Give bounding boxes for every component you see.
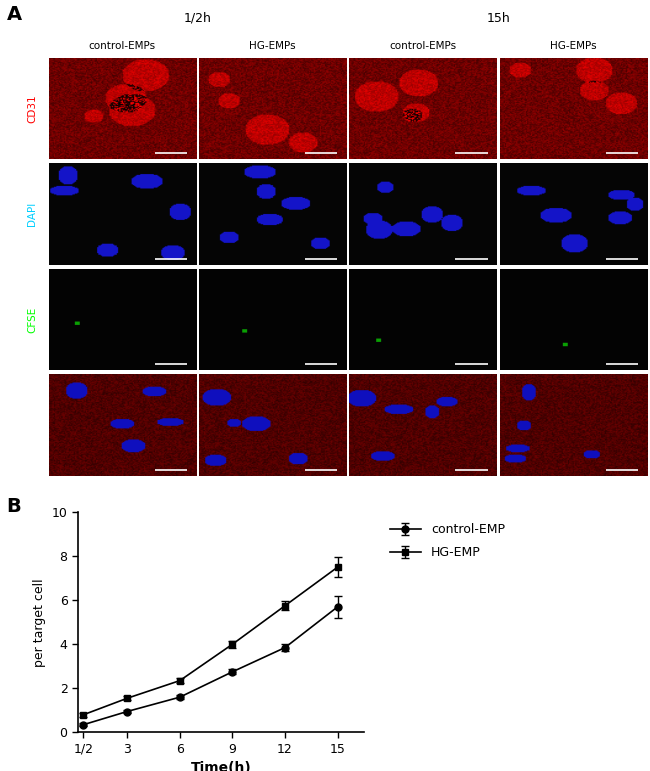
Text: 1/2h: 1/2h	[183, 12, 211, 25]
Text: CD31: CD31	[27, 94, 38, 123]
Text: A: A	[6, 5, 21, 24]
Y-axis label: per target cell: per target cell	[33, 578, 46, 666]
Text: B: B	[6, 497, 21, 516]
Text: Merge: Merge	[27, 409, 38, 441]
Legend: control-EMP, HG-EMP: control-EMP, HG-EMP	[385, 518, 510, 564]
Text: 15h: 15h	[486, 12, 510, 25]
Text: HG-EMPs: HG-EMPs	[250, 41, 296, 51]
Text: HG-EMPs: HG-EMPs	[550, 41, 597, 51]
Text: CFSE: CFSE	[27, 306, 38, 332]
Text: DAPI: DAPI	[27, 202, 38, 226]
Text: control-EMPs: control-EMPs	[88, 41, 156, 51]
X-axis label: Time(h): Time(h)	[190, 762, 252, 771]
Text: control-EMPs: control-EMPs	[389, 41, 456, 51]
